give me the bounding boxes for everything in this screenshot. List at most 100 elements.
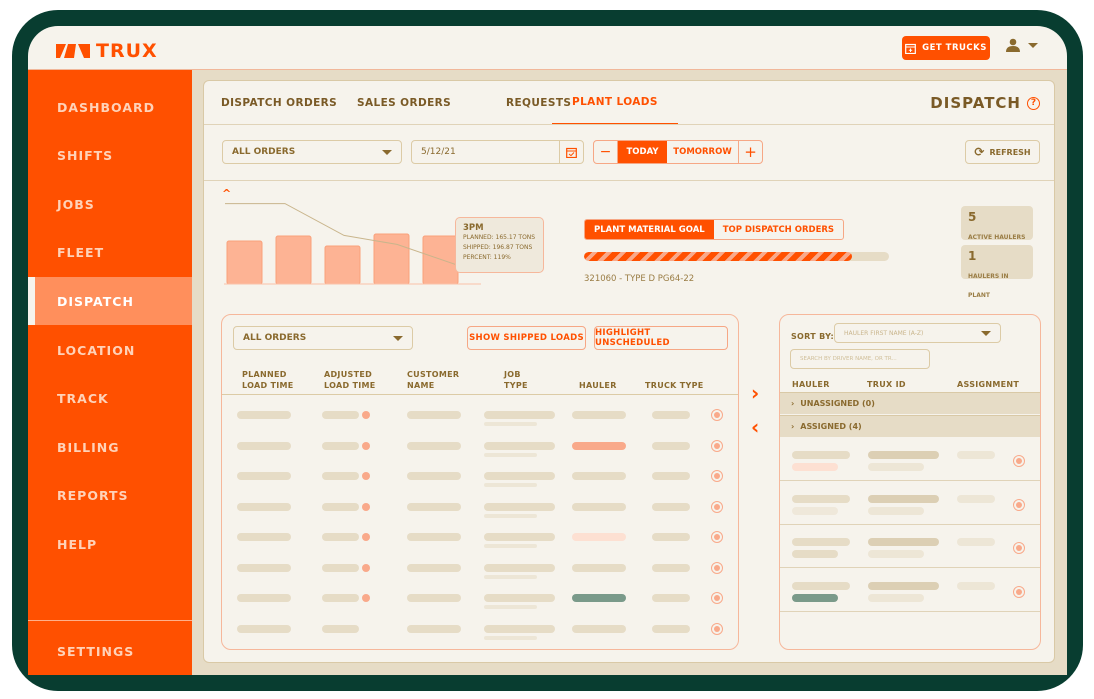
loads-orders-select[interactable]: ALL ORDERS <box>233 326 413 350</box>
row-select-radio[interactable] <box>711 561 723 574</box>
column-header[interactable]: HAULER <box>579 369 617 391</box>
sidebar-item-location[interactable]: LOCATION <box>28 326 192 374</box>
chart-bar[interactable] <box>226 240 263 285</box>
chevron-right-icon[interactable]: › <box>751 381 760 405</box>
today-button[interactable]: TODAY <box>618 141 667 163</box>
tab-dispatch-orders[interactable]: DISPATCH ORDERS <box>221 97 338 109</box>
table-row[interactable] <box>222 464 738 494</box>
tomorrow-button[interactable]: TOMORROW <box>667 141 739 163</box>
row-select-radio[interactable] <box>711 409 723 421</box>
table-row[interactable] <box>222 495 738 525</box>
hauler-select-radio[interactable] <box>1013 498 1025 511</box>
hauler-select-radio[interactable] <box>1013 455 1025 467</box>
highlight-unscheduled-button[interactable]: HIGHLIGHT UNSCHEDULED <box>594 326 728 350</box>
sidebar-item-jobs[interactable]: JOBS <box>28 180 192 228</box>
truck-type-placeholder <box>652 594 690 602</box>
tab-plant-material-goal[interactable]: PLANT MATERIAL GOAL <box>585 220 714 239</box>
adjusted-load-time-placeholder <box>322 533 359 541</box>
column-header-line: ADJUSTED <box>324 370 373 379</box>
column-header[interactable]: PLANNED LOAD TIME <box>242 369 294 391</box>
column-header: HAULER <box>792 380 830 389</box>
tab-requests[interactable]: REQUESTS <box>506 97 572 109</box>
row-select-radio[interactable] <box>711 470 723 482</box>
hauler-row[interactable] <box>780 438 1040 481</box>
row-select-radio[interactable] <box>711 622 723 635</box>
chevron-left-icon[interactable]: ‹ <box>751 415 760 439</box>
refresh-button[interactable]: ⟳ REFRESH <box>965 140 1040 164</box>
calendar-picker-button[interactable] <box>559 141 583 163</box>
hauler-select-radio[interactable] <box>1013 542 1025 554</box>
table-row[interactable] <box>222 556 738 586</box>
calendar-icon <box>905 43 917 54</box>
get-trucks-label: GET TRUCKS <box>922 43 987 53</box>
column-header[interactable]: JOB TYPE <box>504 369 528 391</box>
adjusted-load-time-placeholder <box>322 472 359 480</box>
job-type-sub-placeholder <box>484 635 537 640</box>
sidebar-item-dashboard[interactable]: DASHBOARD <box>28 83 192 131</box>
column-header[interactable]: CUSTOMER NAME <box>407 369 459 391</box>
table-row[interactable] <box>222 434 738 464</box>
orders-select[interactable]: ALL ORDERS <box>222 140 402 164</box>
trux-logo[interactable]: TRUX <box>56 40 158 62</box>
table-row[interactable] <box>222 403 738 433</box>
get-trucks-button[interactable]: GET TRUCKS <box>902 36 990 60</box>
user-menu[interactable] <box>1006 38 1038 52</box>
sidebar-item-dispatch[interactable]: DISPATCH <box>28 277 192 326</box>
sort-by-select[interactable]: HAULER FIRST NAME (A-Z) <box>834 323 1001 343</box>
collapse-chart-icon[interactable]: ^ <box>222 187 232 200</box>
orders-select-value: ALL ORDERS <box>232 147 296 157</box>
trux-id-sub-placeholder <box>868 463 924 471</box>
customer-name-placeholder <box>407 411 461 419</box>
column-header[interactable]: ADJUSTED LOAD TIME <box>324 369 376 391</box>
trux-id-sub-placeholder <box>868 506 924 515</box>
tab-plant-loads[interactable]: PLANT LOADS <box>552 81 678 125</box>
assigned-group[interactable]: › ASSIGNED (4) <box>780 415 1040 437</box>
show-shipped-loads-button[interactable]: SHOW SHIPPED LOADS <box>467 326 586 350</box>
column-header-line: NAME <box>407 381 435 390</box>
hauler-select-radio[interactable] <box>1013 585 1025 598</box>
sidebar-item-label: DASHBOARD <box>57 99 156 115</box>
sidebar-item-fleet[interactable]: FLEET <box>28 229 192 277</box>
table-row[interactable] <box>222 525 738 555</box>
row-select-radio[interactable] <box>711 500 723 513</box>
table-row[interactable] <box>222 586 738 616</box>
date-input[interactable]: 5/12/21 <box>411 140 584 164</box>
page-header: DISPATCH ? <box>930 94 1040 112</box>
sidebar-item-help[interactable]: HELP <box>28 520 192 568</box>
column-header[interactable]: TRUCK TYPE <box>645 369 704 391</box>
sidebar-item-track[interactable]: TRACK <box>28 375 192 423</box>
driver-search-input[interactable]: SEARCH BY DRIVER NAME, OR TR... <box>790 349 930 369</box>
goal-material-label: 321060 - TYPE D PG64-22 <box>584 274 695 284</box>
assigned-label: ASSIGNED (4) <box>800 422 862 431</box>
sidebar-item-reports[interactable]: REPORTS <box>28 472 192 520</box>
column-header-line: PLANNED <box>242 370 287 379</box>
chart-bar[interactable] <box>275 235 312 285</box>
next-day-button[interactable]: + <box>744 143 757 161</box>
row-select-radio[interactable] <box>711 592 723 604</box>
hauler-row[interactable] <box>780 525 1040 568</box>
row-select-radio[interactable] <box>711 531 723 543</box>
tab-sales-orders[interactable]: SALES ORDERS <box>357 97 452 109</box>
adjusted-indicator-dot <box>362 472 370 480</box>
customer-name-placeholder <box>407 533 461 541</box>
row-select-radio[interactable] <box>711 439 723 452</box>
chart-bar[interactable] <box>324 245 361 285</box>
chart-bar[interactable] <box>422 235 459 285</box>
hauler-row[interactable] <box>780 482 1040 525</box>
column-header-line <box>645 369 704 380</box>
previous-day-button[interactable]: − <box>594 141 618 163</box>
tab-top-dispatch-orders[interactable]: TOP DISPATCH ORDERS <box>722 224 835 235</box>
sidebar-item-billing[interactable]: BILLING <box>28 423 192 471</box>
table-row[interactable] <box>222 617 738 647</box>
planned-load-time-placeholder <box>237 594 291 602</box>
sidebar-item-settings[interactable]: SETTINGS <box>28 627 192 675</box>
unassigned-group[interactable]: › UNASSIGNED (0) <box>780 392 1040 414</box>
trux-id-placeholder <box>868 538 939 546</box>
hauler-placeholder <box>572 472 626 480</box>
stat-label: ACTIVE HAULERS <box>968 234 1026 241</box>
sidebar-item-shifts[interactable]: SHIFTS <box>28 132 192 180</box>
help-icon[interactable]: ? <box>1027 96 1040 110</box>
sidebar: SETTINGS DASHBOARD SHIFTS JOBS FLEET DISPATC… <box>28 70 192 675</box>
job-type-placeholder <box>484 533 555 541</box>
hauler-row[interactable] <box>780 569 1040 612</box>
